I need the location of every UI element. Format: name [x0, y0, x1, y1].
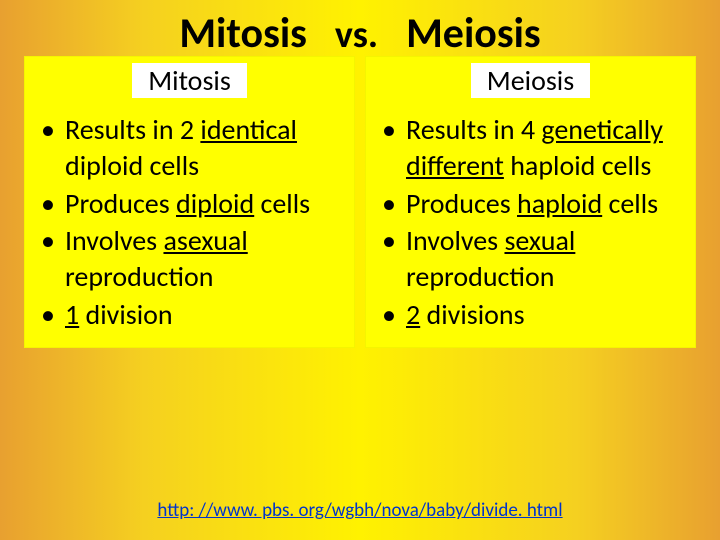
list-item: Produces diploid cells [41, 186, 344, 222]
column-mitosis: Mitosis Results in 2 identical diploid c… [24, 56, 355, 348]
list-item: 2 divisions [382, 297, 685, 333]
underlined-text: diploid [176, 186, 254, 221]
list-item: Produces haploid cells [382, 186, 685, 222]
column-heading-left: Mitosis [132, 63, 247, 98]
underlined-text: asexual [163, 223, 247, 258]
column-meiosis: Meiosis Results in 4 genetically differe… [365, 56, 696, 348]
footer: http: //www. pbs. org/wgbh/nova/baby/div… [0, 499, 720, 522]
text: cells [602, 186, 658, 221]
underlined-text: identical [200, 112, 297, 147]
columns: Mitosis Results in 2 identical diploid c… [24, 56, 696, 348]
underlined-text: 1 [65, 297, 79, 332]
text: Results in 2 [65, 112, 200, 147]
text: diploid cells [65, 148, 199, 183]
text: Produces [65, 186, 176, 221]
text: Involves [65, 223, 163, 258]
title-left: Mitosis [179, 8, 307, 59]
text: reproduction [65, 259, 213, 294]
list-item: Involves sexual reproduction [382, 223, 685, 295]
title-right: Meiosis [406, 8, 541, 59]
underlined-text: sexual [504, 223, 575, 258]
list-item: Results in 2 identical diploid cells [41, 112, 344, 184]
list-item: 1 division [41, 297, 344, 333]
title-vs: vs. [335, 12, 378, 58]
text: divisions [420, 297, 524, 332]
bullet-list-right: Results in 4 genetically different haplo… [376, 112, 685, 333]
bullet-list-left: Results in 2 identical diploid cells Pro… [35, 112, 344, 333]
list-item: Involves asexual reproduction [41, 223, 344, 295]
text: Results in 4 [406, 112, 541, 147]
title-row: Mitosis vs. Meiosis [0, 0, 720, 59]
underlined-text: 2 [406, 297, 420, 332]
list-item: Results in 4 genetically different haplo… [382, 112, 685, 184]
text: Produces [406, 186, 517, 221]
text: haploid cells [504, 148, 651, 183]
source-link[interactable]: http: //www. pbs. org/wgbh/nova/baby/div… [157, 499, 562, 522]
slide: Mitosis vs. Meiosis Mitosis Results in 2… [0, 0, 720, 540]
underlined-text: haploid [517, 186, 602, 221]
text: reproduction [406, 259, 554, 294]
text: Involves [406, 223, 504, 258]
text: cells [254, 186, 310, 221]
column-heading-right: Meiosis [471, 63, 590, 98]
heading-wrap-right: Meiosis [376, 63, 685, 106]
text: division [79, 297, 172, 332]
heading-wrap-left: Mitosis [35, 63, 344, 106]
